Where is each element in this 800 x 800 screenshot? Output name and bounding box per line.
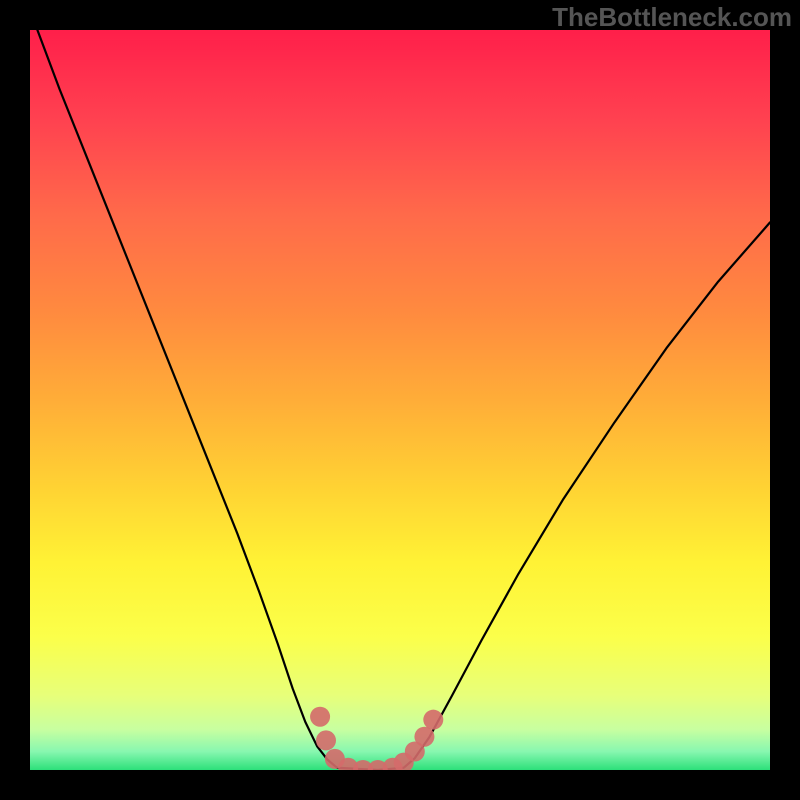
- chart-frame: TheBottleneck.com: [0, 0, 800, 800]
- watermark-text: TheBottleneck.com: [552, 2, 792, 33]
- marker-group: [310, 707, 443, 770]
- plot-area: [30, 30, 770, 770]
- marker-point: [316, 730, 336, 750]
- marker-point: [423, 710, 443, 730]
- bottleneck-curve: [37, 30, 770, 770]
- bottleneck-curve-svg: [30, 30, 770, 770]
- marker-point: [310, 707, 330, 727]
- marker-point: [414, 727, 434, 747]
